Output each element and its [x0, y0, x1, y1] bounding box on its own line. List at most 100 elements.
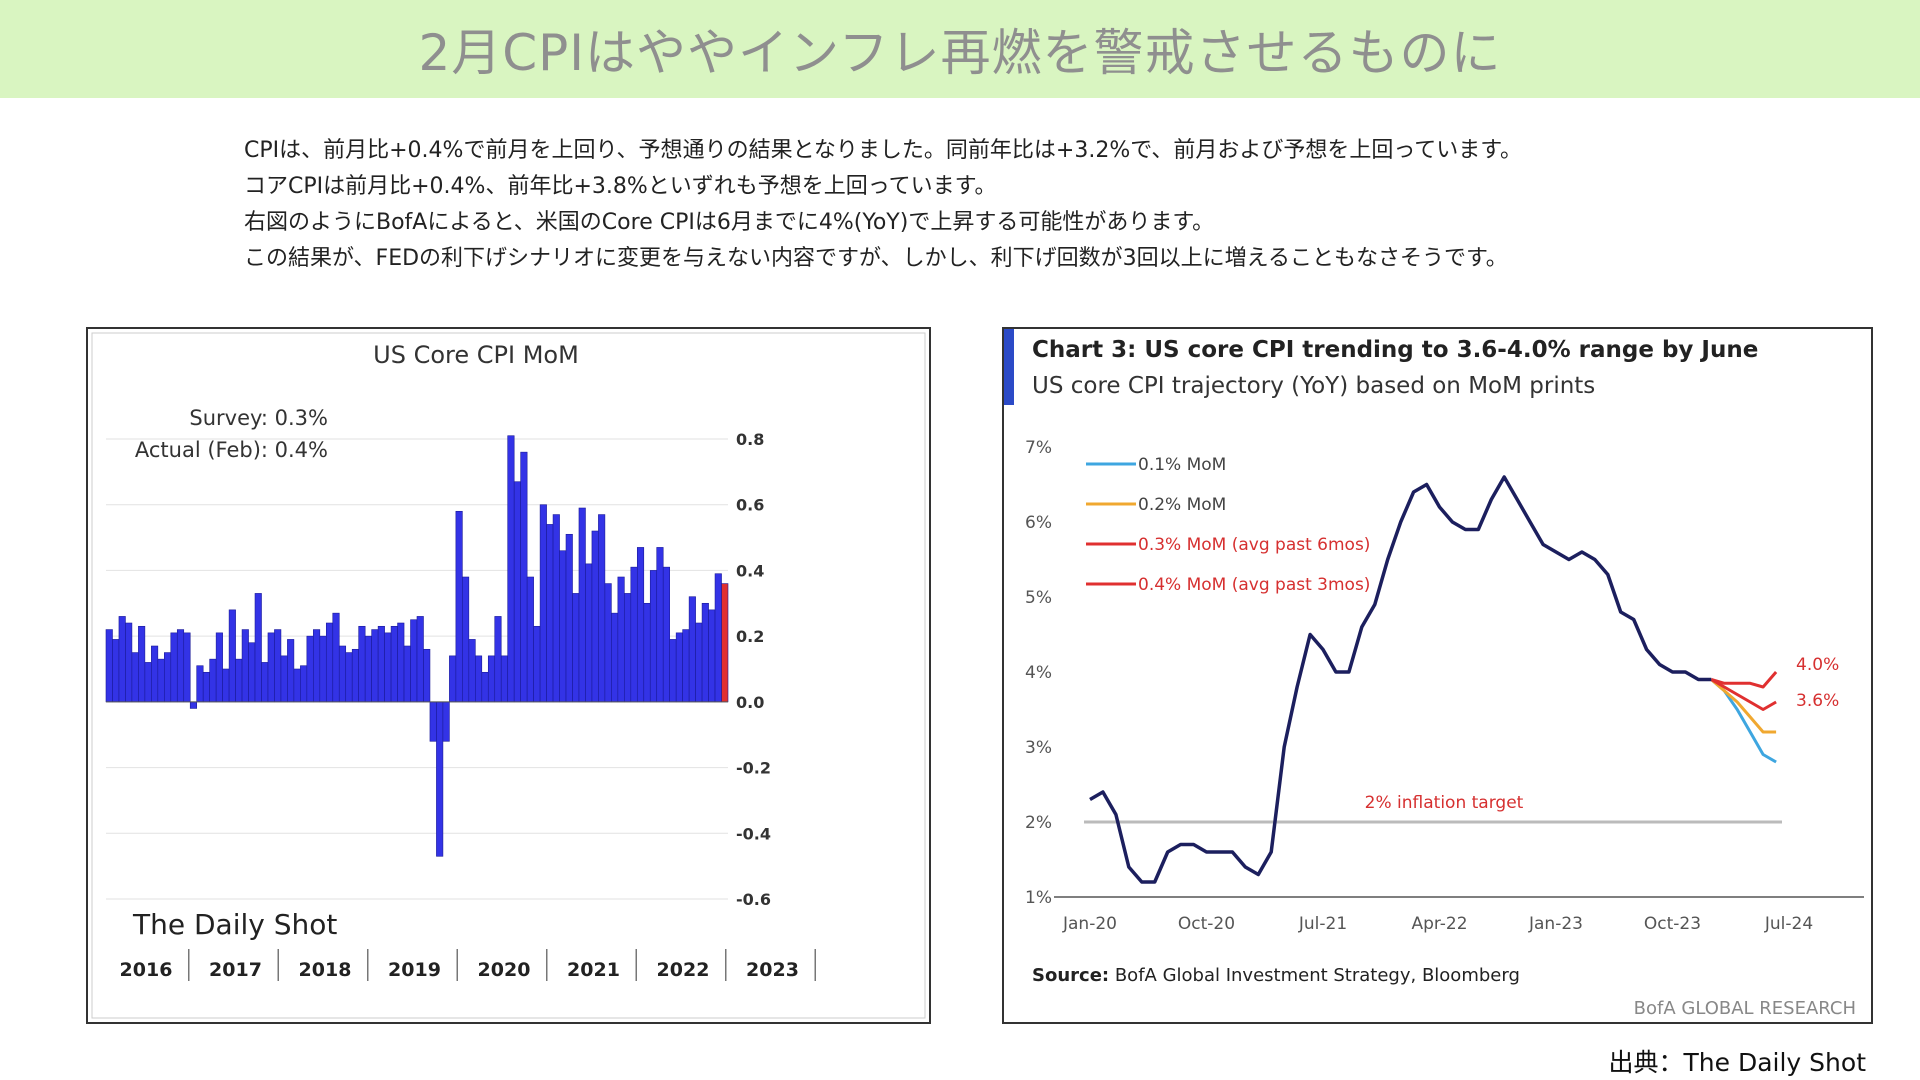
bar: [481, 671, 489, 703]
legend-label: 0.3% MoM (avg past 6mos): [1138, 535, 1370, 555]
summary-line: コアCPIは前月比+0.4%、前年比+3.8%といずれも予想を上回っています。: [244, 174, 997, 199]
bar: [280, 655, 288, 703]
bar: [695, 622, 703, 703]
bar: [105, 629, 113, 703]
bar: [274, 629, 282, 703]
bar: [604, 583, 612, 703]
actual-annotation: Actual (Feb): 0.4%: [135, 438, 328, 462]
bar: [397, 622, 405, 703]
bar: [325, 622, 334, 703]
bar: [565, 533, 573, 703]
bar: [436, 701, 444, 857]
x-tick-label: Jul-21: [1298, 914, 1347, 934]
y-tick-label: 3%: [1025, 738, 1052, 758]
bar: [442, 701, 450, 742]
footer-brand: BofA GLOBAL RESEARCH: [1634, 998, 1856, 1019]
bar: [390, 625, 398, 703]
bar: [183, 632, 191, 703]
bar: [313, 629, 321, 703]
bar: [403, 645, 411, 703]
history-line: [1089, 475, 1712, 884]
bar: [228, 609, 236, 703]
bar: [630, 566, 638, 703]
bar: [649, 570, 658, 703]
projection-line: [1710, 678, 1777, 734]
bar: [423, 648, 431, 703]
year-label: 2022: [657, 959, 710, 981]
y-tick-label: 4%: [1025, 663, 1052, 683]
y-tick-label: 0.4: [736, 561, 764, 580]
bar: [507, 435, 515, 703]
survey-annotation: Survey: 0.3%: [189, 406, 328, 430]
bar: [196, 665, 204, 703]
bar: [429, 701, 437, 742]
year-label: 2018: [299, 959, 352, 981]
bar: [222, 668, 230, 703]
bar: [332, 612, 340, 703]
x-tick-label: Oct-20: [1178, 914, 1235, 934]
bar: [682, 629, 690, 703]
latest-bar: [721, 583, 729, 703]
line-chart-subtitle: US core CPI trajectory (YoY) based on Mo…: [1032, 373, 1595, 399]
bar: [261, 662, 269, 703]
bar: [176, 629, 185, 703]
daily-shot-watermark: The Daily Shot: [132, 908, 337, 941]
bar: [462, 576, 470, 703]
bar: [125, 622, 133, 703]
year-label: 2017: [209, 959, 262, 981]
bar: [591, 530, 599, 703]
bar: [287, 639, 295, 703]
bar: [572, 593, 580, 703]
bar: [351, 648, 359, 703]
bar: [520, 451, 528, 703]
bar: [449, 655, 457, 703]
bar: [248, 642, 256, 703]
bar: [611, 612, 619, 703]
y-tick-label: 0.0: [736, 693, 764, 712]
core-cpi-trajectory-chart: Chart 3: US core CPI trending to 3.6-4.0…: [1002, 327, 1873, 1024]
bar: [364, 635, 372, 703]
bar: [688, 596, 696, 703]
legend-label: 0.1% MoM: [1138, 455, 1226, 475]
bar: [118, 616, 126, 703]
y-tick-label: -0.2: [736, 759, 771, 778]
bar: [241, 629, 249, 703]
bar: [617, 576, 625, 703]
x-tick-label: Jan-20: [1062, 914, 1117, 934]
bar: [215, 632, 223, 703]
core-cpi-mom-chart: US Core CPI MoM Survey: 0.3% Actual (Feb…: [86, 327, 931, 1024]
bar: [267, 632, 275, 703]
end-value-label: 3.6%: [1796, 691, 1839, 711]
year-label: 2020: [478, 959, 531, 981]
projection-line: [1710, 678, 1777, 764]
bar: [468, 639, 476, 703]
bar: [624, 593, 632, 703]
bar: [151, 645, 159, 703]
bar: [202, 671, 210, 703]
bar: [293, 668, 301, 703]
bar: [112, 639, 120, 703]
bar: [487, 655, 496, 703]
x-tick-label: Jan-23: [1528, 914, 1583, 934]
bar: [384, 632, 392, 703]
year-label: 2019: [388, 959, 441, 981]
bar: [500, 655, 509, 703]
bar: [254, 593, 262, 703]
bar: [416, 616, 424, 703]
bar: [656, 547, 664, 703]
bar: [338, 645, 347, 703]
x-tick-label: Jul-24: [1764, 914, 1813, 934]
y-tick-label: 0.6: [736, 496, 764, 515]
summary-line: この結果が、FEDの利下げシナリオに変更を与えない内容ですが、しかし、利下げ回数…: [244, 246, 1508, 271]
y-tick-label: -0.6: [736, 890, 771, 909]
y-tick-label: 0.8: [736, 430, 764, 449]
bar: [131, 652, 139, 703]
target-label: 2% inflation target: [1365, 793, 1524, 813]
bar: [377, 625, 385, 703]
bar: [675, 632, 683, 703]
y-tick-label: 0.2: [736, 627, 764, 646]
bar: [643, 602, 651, 703]
bar: [559, 550, 567, 703]
line-chart-svg: Chart 3: US core CPI trending to 3.6-4.0…: [1004, 329, 1864, 1019]
bar: [358, 625, 366, 703]
